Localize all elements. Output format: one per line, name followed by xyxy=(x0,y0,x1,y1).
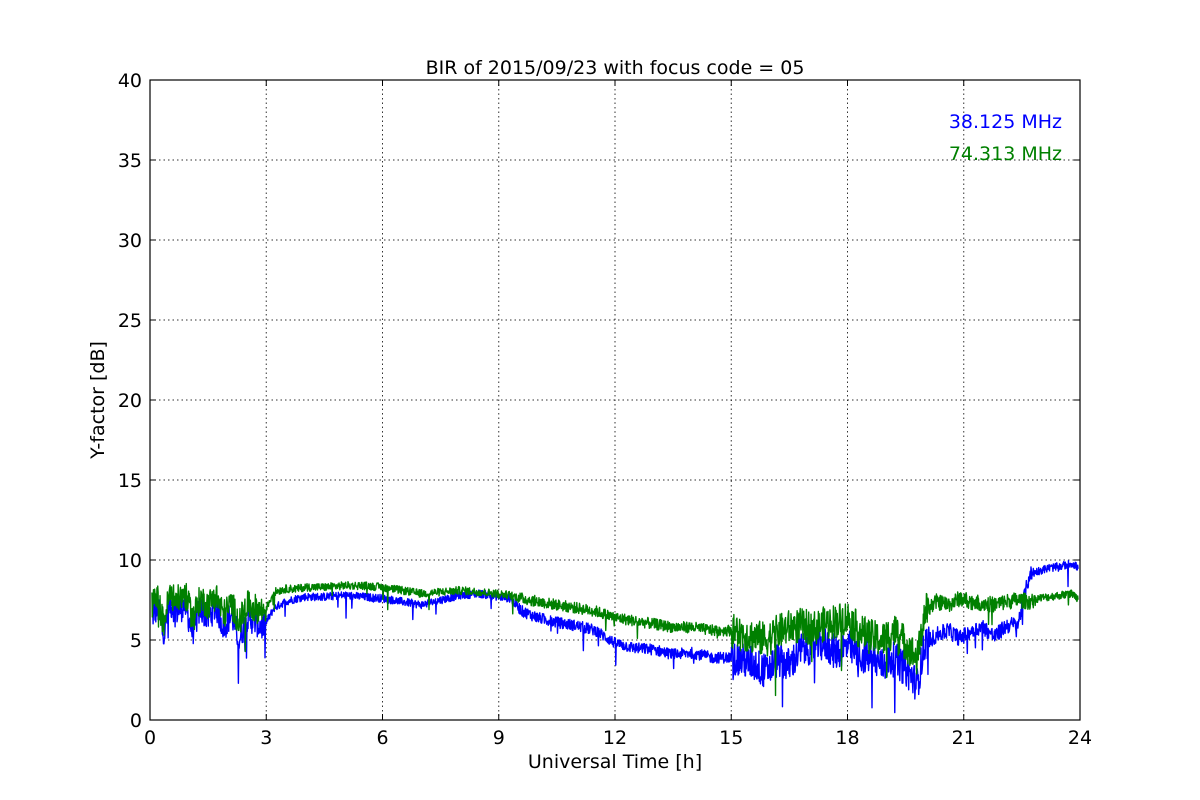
x-tick-label: 0 xyxy=(144,727,156,749)
ticks xyxy=(149,79,1081,721)
chart-title: BIR of 2015/09/23 with focus code = 05 xyxy=(426,57,805,79)
y-tick-label: 5 xyxy=(130,630,142,652)
x-tick-label: 24 xyxy=(1068,727,1092,749)
y-tick-label: 15 xyxy=(118,470,142,492)
y-tick-labels: 0 5 10 15 20 25 30 35 40 xyxy=(118,70,142,732)
y-tick-label: 30 xyxy=(118,230,142,252)
y-tick-label: 40 xyxy=(118,70,142,92)
x-tick-label: 9 xyxy=(493,727,505,749)
y-tick-label: 35 xyxy=(118,150,142,172)
legend: 38.125 MHz 74.313 MHz xyxy=(949,111,1062,165)
x-axis-title: Universal Time [h] xyxy=(528,751,702,773)
y-tick-label: 0 xyxy=(130,710,142,732)
x-tick-label: 15 xyxy=(719,727,743,749)
series-layer xyxy=(151,559,1079,714)
x-tick-labels: 0 3 6 9 12 15 18 21 24 xyxy=(144,727,1092,749)
y-axis-title: Y-factor [dB] xyxy=(87,341,109,460)
legend-entry-2: 74.313 MHz xyxy=(949,143,1062,165)
x-tick-label: 21 xyxy=(952,727,976,749)
series-line-1 xyxy=(151,559,1079,714)
x-tick-label: 12 xyxy=(603,727,627,749)
x-tick-label: 3 xyxy=(260,727,272,749)
y-tick-label: 25 xyxy=(118,310,142,332)
x-tick-label: 18 xyxy=(835,727,859,749)
legend-entry-1: 38.125 MHz xyxy=(949,111,1062,133)
series-line-2 xyxy=(151,580,1079,697)
y-tick-label: 10 xyxy=(118,550,142,572)
y-tick-label: 20 xyxy=(118,390,142,412)
x-tick-label: 6 xyxy=(376,727,388,749)
